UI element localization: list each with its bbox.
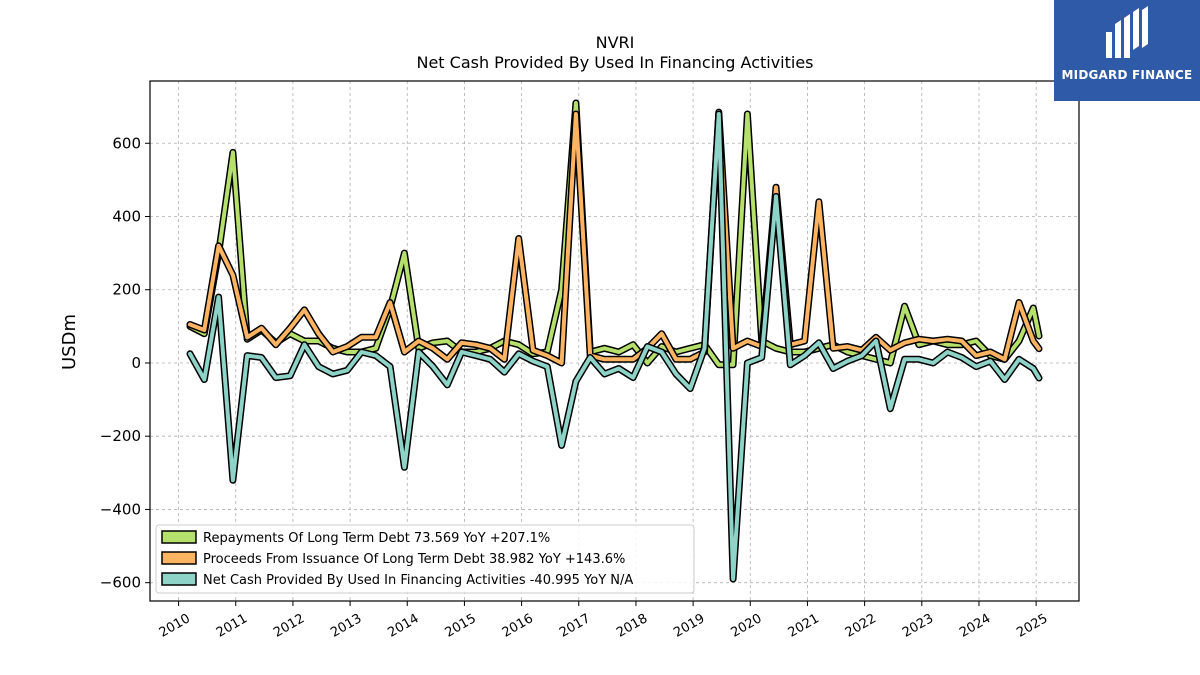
x-tick-label: 2012: [271, 611, 307, 641]
brand-name: MIDGARD FINANCE: [1061, 68, 1193, 82]
x-tick-label: 2013: [328, 611, 364, 641]
y-tick-label: 600: [112, 134, 141, 152]
x-tick-label: 2010: [157, 611, 193, 641]
y-tick-label: 0: [131, 354, 141, 372]
x-tick-label: 2019: [671, 611, 707, 641]
x-tick-label: 2022: [843, 611, 879, 641]
y-tick-label: 400: [112, 207, 141, 225]
y-tick-label: −600: [100, 574, 141, 592]
x-tick-label: 2023: [900, 611, 936, 641]
y-tick-label: 200: [112, 281, 141, 299]
legend-swatch: [161, 572, 197, 586]
x-tick-label: 2025: [1014, 611, 1050, 641]
series-line-2: [188, 112, 1041, 581]
x-tick-label: 2020: [728, 611, 764, 641]
x-tick-label: 2024: [957, 611, 993, 641]
series-line-1: [188, 110, 1041, 365]
x-tick-label: 2017: [557, 611, 593, 641]
legend-box: [155, 524, 695, 594]
y-tick-label: −200: [100, 427, 141, 445]
legend-swatch: [161, 530, 197, 544]
legend-label: Repayments Of Long Term Debt 73.569 YoY …: [203, 531, 550, 546]
chart-title: NVRI: [596, 33, 635, 52]
x-tick-label: 2014: [385, 611, 421, 641]
y-axis-label: USDm: [59, 314, 80, 370]
y-tick-label: −400: [100, 500, 141, 518]
legend-label: Net Cash Provided By Used In Financing A…: [203, 573, 633, 588]
series-layer: [186, 99, 1043, 583]
x-tick-label: 2015: [443, 611, 479, 641]
x-tick-label: 2016: [500, 611, 536, 641]
legend-swatch: [161, 551, 197, 565]
x-tick-label: 2021: [786, 611, 822, 641]
brand-logo: MIDGARD FINANCE: [1054, 0, 1200, 101]
y-axis: −600 −400 −200 0 200 400 600: [100, 134, 150, 592]
x-tick-label: 2011: [214, 611, 250, 641]
legend: Repayments Of Long Term Debt 73.569 YoY …: [155, 524, 695, 594]
logo-mark-icon: [1106, 6, 1148, 58]
x-tick-label: 2018: [614, 611, 650, 641]
x-axis: 2010 2011 2012 2013 2014 2015 2016 2017 2018 2019…: [157, 601, 1050, 641]
chart-subtitle: Net Cash Provided By Used In Financing A…: [416, 53, 813, 72]
plot-frame: [149, 80, 1080, 602]
legend-label: Proceeds From Issuance Of Long Term Debt…: [203, 552, 625, 567]
